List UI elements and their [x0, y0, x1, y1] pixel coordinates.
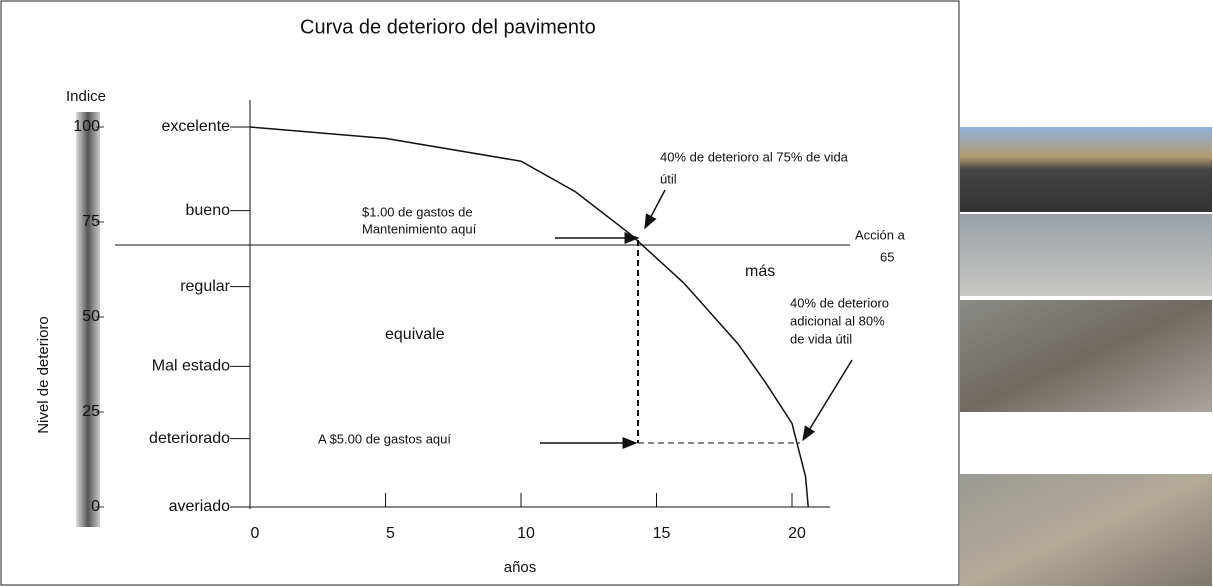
y-tick-label: 100: [73, 118, 100, 135]
level-label: Mal estado: [152, 358, 230, 375]
x-tick-label: 15: [653, 525, 671, 542]
x-tick-label: 5: [386, 525, 395, 542]
level-label: averiado: [169, 498, 230, 515]
annotation: de vida útil: [790, 331, 852, 346]
y-tick-label: 75: [82, 213, 100, 230]
annotation: A $5.00 de gastos aquí: [318, 431, 451, 446]
x-tick-label: 20: [788, 525, 806, 542]
annotation: 65: [880, 249, 894, 264]
level-label: deteriorado: [149, 430, 230, 447]
arrow: [644, 189, 666, 230]
annotation: adicional al 80%: [790, 313, 885, 328]
arrow: [802, 359, 853, 442]
annotation: útil: [660, 171, 677, 186]
chart-title: Curva de deterioro del pavimento: [300, 16, 596, 38]
deterioration-curve: [249, 126, 810, 508]
y-tick-label: 25: [82, 403, 100, 420]
annotation: $1.00 de gastos de: [362, 204, 473, 219]
x-axis-label: años: [504, 559, 537, 576]
annotation: 40% de deterioro al 75% de vida: [660, 149, 849, 164]
annotation: equivale: [385, 326, 445, 343]
annotation: Mantenimiento aquí: [362, 221, 477, 236]
index-bar: [76, 112, 100, 527]
y-tick-label: 50: [82, 308, 100, 325]
photo: [960, 127, 1212, 212]
annotation: Acción a: [855, 227, 906, 242]
annotation: más: [745, 263, 775, 280]
photo: [960, 300, 1212, 412]
x-tick-label: 10: [517, 525, 535, 542]
level-label: excelente: [162, 118, 231, 135]
photo: [960, 474, 1212, 586]
index-label: Indice: [66, 88, 106, 105]
frame: [0, 0, 960, 586]
y-tick-label: 0: [91, 498, 100, 515]
photo: [960, 214, 1212, 296]
x-tick-label: 0: [251, 525, 260, 542]
level-label: bueno: [186, 202, 231, 219]
annotation: 40% de deterioro: [790, 295, 889, 310]
level-label: regular: [180, 278, 230, 295]
y-axis-label: Nivel de deterioro: [35, 316, 52, 434]
